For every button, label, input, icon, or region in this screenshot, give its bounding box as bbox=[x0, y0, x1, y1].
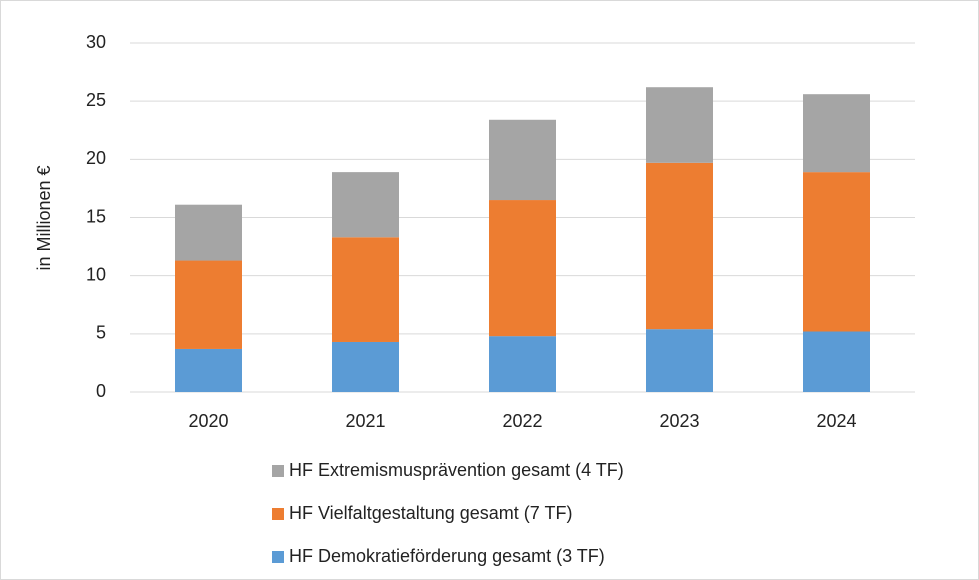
y-tick-label: 20 bbox=[86, 148, 106, 168]
bar-segment bbox=[332, 172, 399, 238]
bar-segment bbox=[646, 162, 713, 330]
bar-segment bbox=[646, 329, 713, 392]
legend-label: HF Demokratieförderung gesamt (3 TF) bbox=[289, 546, 605, 566]
bar-segment bbox=[175, 348, 242, 392]
bar-segment bbox=[332, 341, 399, 392]
bar-segment bbox=[332, 237, 399, 342]
y-axis-label: in Millionen € bbox=[34, 165, 54, 270]
legend-swatch bbox=[272, 508, 284, 520]
x-tick-label: 2020 bbox=[188, 411, 228, 431]
legend-swatch bbox=[272, 465, 284, 477]
legend-label: HF Extremismusprävention gesamt (4 TF) bbox=[289, 460, 624, 480]
y-tick-label: 0 bbox=[96, 381, 106, 401]
y-tick-label: 5 bbox=[96, 323, 106, 343]
y-tick-label: 30 bbox=[86, 32, 106, 52]
x-tick-label: 2023 bbox=[659, 411, 699, 431]
bar-segment bbox=[803, 172, 870, 332]
bar-segment bbox=[489, 119, 556, 201]
bar-segment bbox=[646, 87, 713, 163]
y-tick-label: 25 bbox=[86, 90, 106, 110]
bar-segment bbox=[489, 200, 556, 337]
y-tick-label: 15 bbox=[86, 206, 106, 226]
x-tick-label: 2022 bbox=[502, 411, 542, 431]
bar-segment bbox=[803, 331, 870, 392]
x-tick-label: 2024 bbox=[816, 411, 856, 431]
legend-label: HF Vielfaltgestaltung gesamt (7 TF) bbox=[289, 503, 572, 523]
y-tick-label: 10 bbox=[86, 264, 106, 284]
bar-segment bbox=[803, 94, 870, 173]
bar-segment bbox=[175, 260, 242, 349]
legend-swatch bbox=[272, 551, 284, 563]
bar-segment bbox=[175, 204, 242, 261]
x-tick-label: 2021 bbox=[345, 411, 385, 431]
bar-segment bbox=[489, 336, 556, 392]
